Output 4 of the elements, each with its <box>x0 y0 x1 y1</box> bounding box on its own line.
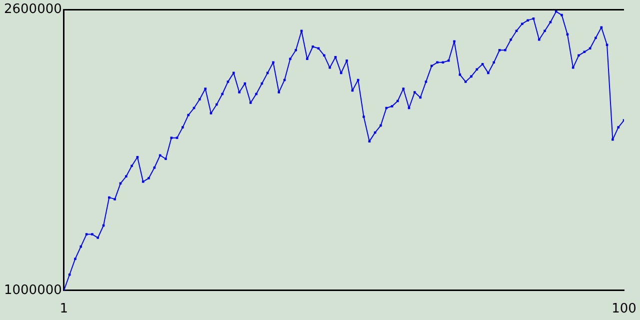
x-tick-label: 100 <box>612 302 636 317</box>
x-tick-label: 1 <box>60 302 68 317</box>
y-tick-label: 2600000 <box>4 2 62 18</box>
y-tick-label: 1000000 <box>4 282 62 298</box>
